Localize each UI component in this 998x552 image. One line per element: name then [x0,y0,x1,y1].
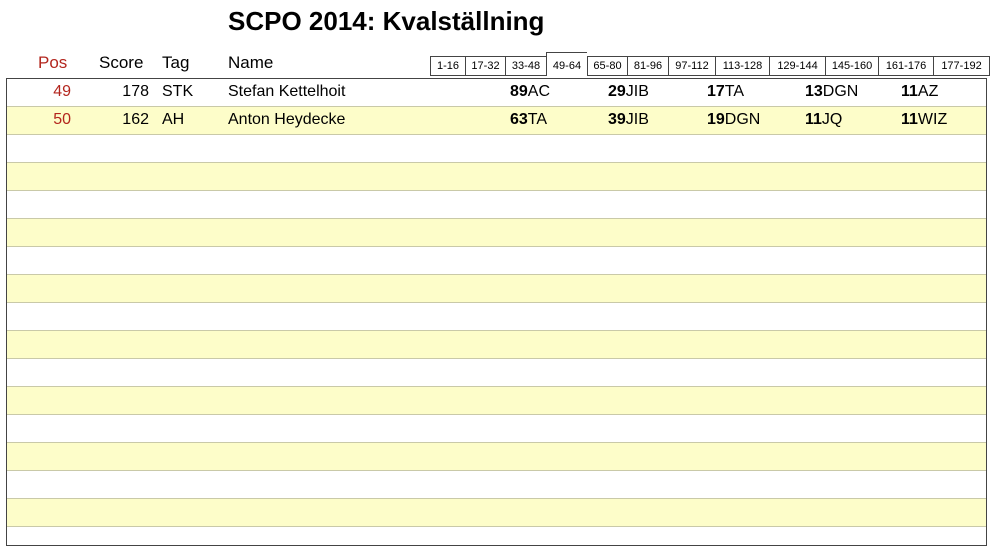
game-points: 89 [510,83,528,100]
table-row [7,303,986,331]
game-name: AC [527,83,551,100]
row-pos: 49 [53,83,71,100]
tab-177-192[interactable]: 177-192 [933,56,990,76]
table-row: 50 162 AH Anton Heydecke 63TA 39JIB 19DGN 11JQ 1… [7,107,986,135]
table-row [7,443,986,471]
game-score: 11WIZ [901,111,947,129]
tab-65-80[interactable]: 65-80 [587,56,627,76]
game-points: 11 [901,111,918,128]
table-row [7,359,986,387]
game-score: 13DGN [805,83,858,101]
game-points: 11 [901,83,918,100]
tab-145-160[interactable]: 145-160 [825,56,878,76]
tab-17-32[interactable]: 17-32 [465,56,505,76]
table-row [7,191,986,219]
row-name: Anton Heydecke [228,111,346,128]
game-score: 39JIB [608,111,649,129]
tab-1-16[interactable]: 1-16 [430,56,465,76]
game-name: DGN [724,111,761,128]
row-tag: STK [162,83,194,100]
tab-97-112[interactable]: 97-112 [668,56,715,76]
tab-49-64[interactable]: 49-64 [546,52,587,76]
game-score: 11JQ [805,111,842,129]
table-row [7,387,986,415]
table-row [7,163,986,191]
tab-129-144[interactable]: 129-144 [769,56,825,76]
table-row [7,219,986,247]
tab-81-96[interactable]: 81-96 [627,56,668,76]
standings-table: 49 178 STK Stefan Kettelhoit 89AC 29JIB 17TA 13… [6,78,987,546]
page-title: SCPO 2014: Kvalställning [228,6,545,36]
game-points: 17 [707,83,725,100]
tab-113-128[interactable]: 113-128 [715,56,769,76]
column-header-tag: Tag [162,53,190,72]
page-range-tabs: 1-16 17-32 33-48 49-64 65-80 81-96 97-112 113-1… [430,52,990,76]
game-score: 17TA [707,83,744,101]
row-score: 162 [122,111,149,128]
game-score: 19DGN [707,111,760,129]
game-name: TA [724,83,745,100]
game-points: 13 [805,83,823,100]
game-name: TA [527,111,548,128]
game-score: 29JIB [608,83,649,101]
game-name: JIB [625,111,649,128]
table-row [7,135,986,163]
column-header-score: Score [99,53,144,72]
tab-33-48[interactable]: 33-48 [505,56,546,76]
game-name: DGN [822,83,859,100]
game-points: 11 [805,111,822,128]
game-points: 29 [608,83,626,100]
game-points: 63 [510,111,528,128]
tab-161-176[interactable]: 161-176 [878,56,933,76]
game-name: AZ [917,83,939,100]
row-score: 178 [122,83,149,100]
row-pos: 50 [53,111,71,128]
game-name: JQ [821,111,843,128]
game-name: WIZ [917,111,948,128]
table-row [7,415,986,443]
table-row [7,247,986,275]
game-score: 89AC [510,83,550,101]
column-header-name: Name [228,53,274,72]
game-score: 11AZ [901,83,938,101]
game-name: JIB [625,83,649,100]
table-row [7,331,986,359]
column-header-pos: Pos [38,53,68,72]
row-name: Stefan Kettelhoit [228,83,346,100]
table-row [7,275,986,303]
row-tag: AH [162,111,185,128]
game-points: 19 [707,111,725,128]
game-score: 63TA [510,111,547,129]
table-row [7,499,986,527]
table-row [7,471,986,499]
game-points: 39 [608,111,626,128]
table-row: 49 178 STK Stefan Kettelhoit 89AC 29JIB 17TA 13… [7,79,986,107]
